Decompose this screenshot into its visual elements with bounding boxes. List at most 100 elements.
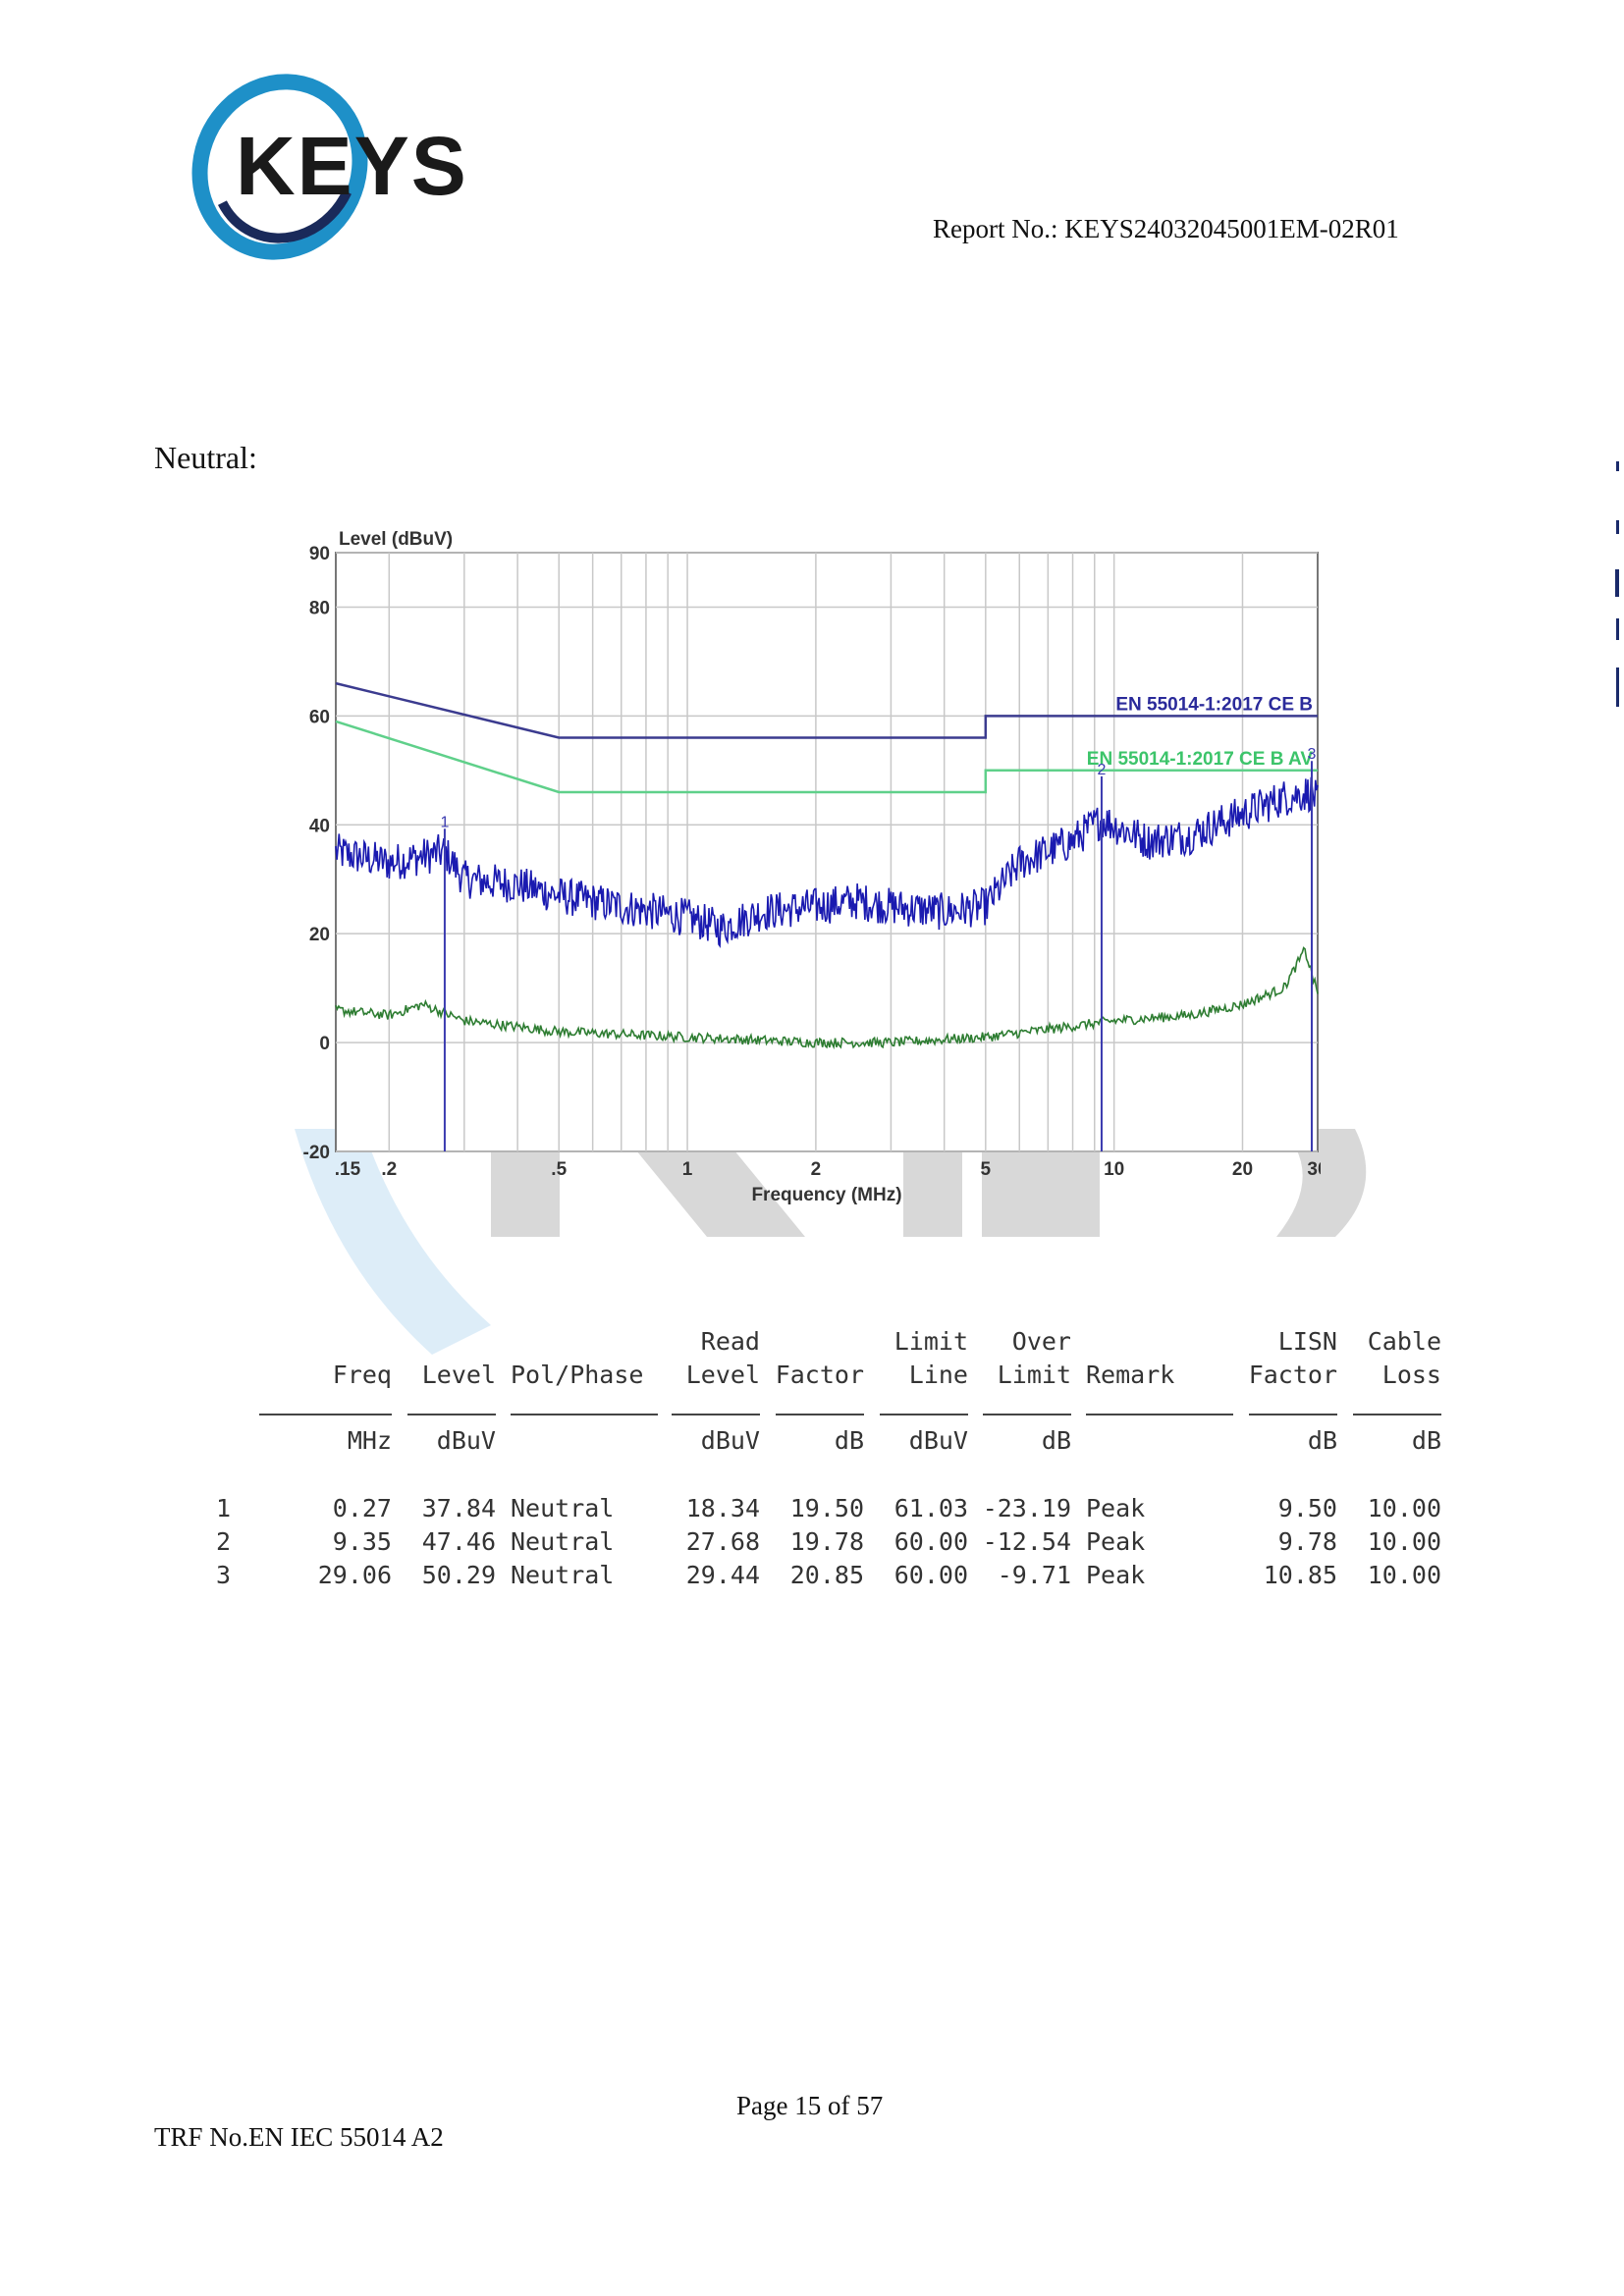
limit-line-qp-label: EN 55014-1:2017 CE B (1115, 694, 1313, 715)
column-header-top: Over (1011, 1327, 1071, 1356)
column-header: Level (685, 1361, 760, 1389)
table-cell-factor: 20.85 (789, 1561, 864, 1589)
y-tick-label: 80 (309, 598, 330, 618)
x-tick-label: 10 (1104, 1159, 1124, 1180)
column-unit: dBuV (908, 1426, 968, 1455)
y-tick-label: 90 (309, 544, 330, 564)
column-header: Pol/Phase (511, 1361, 644, 1389)
column-unit: dB (1041, 1426, 1071, 1455)
header-underline (1353, 1414, 1441, 1415)
header-underline (880, 1414, 968, 1415)
section-label: Neutral: (154, 440, 257, 475)
logo-text: KEYS (236, 120, 468, 212)
table-cell-remark: Peak (1086, 1527, 1146, 1556)
table-cell-level: 50.29 (421, 1561, 496, 1589)
x-tick-label: 5 (981, 1159, 992, 1180)
column-unit: dBuV (700, 1426, 760, 1455)
table-cell-factor: 19.78 (789, 1527, 864, 1556)
average-trace (335, 946, 1319, 1050)
table-cell-limit: 61.03 (893, 1494, 968, 1522)
header-underline (1249, 1414, 1337, 1415)
table-cell-cable: 10.00 (1367, 1494, 1441, 1522)
logo-swoosh-outer (191, 74, 368, 260)
row-index: 3 (216, 1561, 232, 1589)
header-underline (983, 1414, 1071, 1415)
column-header: Level (421, 1361, 496, 1389)
table-cell-level: 47.46 (421, 1527, 496, 1556)
table-cell-freq: 9.35 (332, 1527, 392, 1556)
table-cell-remark: Peak (1086, 1494, 1146, 1522)
logo-swoosh-inner (209, 82, 360, 243)
column-header-top: LISN (1277, 1327, 1337, 1356)
table-cell-lisn: 9.50 (1277, 1494, 1337, 1522)
table-cell-level: 37.84 (421, 1494, 496, 1522)
header-underline (1086, 1414, 1233, 1415)
table-cell-remark: Peak (1086, 1561, 1146, 1589)
table-cell-read: 27.68 (685, 1527, 760, 1556)
header-underline (511, 1414, 658, 1415)
emission-chart: 90 80 60 40 20 0 -20.15 .2 .5 1 2 5 10 20 30 Level (dBu… (290, 520, 1321, 1207)
x-tick-label: .5 (551, 1159, 567, 1180)
table-cell-pol: Neutral (511, 1527, 615, 1556)
table-cell-freq: 29.06 (317, 1561, 392, 1589)
y-tick-label: 0 (319, 1034, 330, 1054)
table-cell-pol: Neutral (511, 1561, 615, 1589)
column-header: Freq (332, 1361, 392, 1389)
column-unit: dBuV (436, 1426, 496, 1455)
header-underline (407, 1414, 496, 1415)
column-header: Limit (997, 1361, 1071, 1389)
table-cell-cable: 10.00 (1367, 1561, 1441, 1589)
table-cell-freq: 0.27 (332, 1494, 392, 1522)
keys-logo: KEYS (191, 74, 468, 260)
header-underline (672, 1414, 760, 1415)
table-cell-over: -9.71 (997, 1561, 1071, 1589)
x-tick-label: 30 (1307, 1159, 1321, 1180)
column-header-top: Limit (893, 1327, 968, 1356)
table-cell-lisn: 10.85 (1263, 1561, 1337, 1589)
x-tick-label: 2 (811, 1159, 822, 1180)
y-tick-label: 40 (309, 816, 330, 836)
trf-number: TRF No.EN IEC 55014 A2 (154, 2122, 444, 2152)
report-number: Report No.: KEYS24032045001EM-02R01 (933, 214, 1399, 243)
y-tick-label: -20 (303, 1143, 330, 1163)
peak-trace (335, 776, 1319, 949)
chart-svg: 90 80 60 40 20 0 -20.15 .2 .5 1 2 5 10 20 30 Level (dBu… (303, 529, 1321, 1205)
table-cell-read: 29.44 (685, 1561, 760, 1589)
x-tick-label: .15 (335, 1159, 361, 1180)
column-unit: dB (1307, 1426, 1337, 1455)
marker-label: 3 (1308, 746, 1317, 763)
column-header: Factor (1248, 1361, 1337, 1389)
x-tick-label: .2 (381, 1159, 397, 1180)
marker-label: 2 (1098, 762, 1107, 778)
table-cell-limit: 60.00 (893, 1527, 968, 1556)
x-axis-label: Frequency (MHz) (751, 1185, 901, 1205)
column-unit: dB (1411, 1426, 1441, 1455)
limit-line-av (335, 720, 1318, 794)
column-unit: dB (834, 1426, 864, 1455)
page-number: Page 15 of 57 (736, 2091, 884, 2120)
column-header: Remark (1086, 1361, 1175, 1389)
column-header: Loss (1381, 1361, 1441, 1389)
limit-line-qp (335, 681, 1318, 739)
row-index: 1 (216, 1494, 232, 1522)
plot-frame (335, 552, 1319, 1152)
x-tick-label: 1 (682, 1159, 693, 1180)
header-underline (776, 1414, 864, 1415)
table-cell-over: -12.54 (982, 1527, 1071, 1556)
y-tick-label: 20 (309, 925, 330, 945)
table-cell-limit: 60.00 (893, 1561, 968, 1589)
table-cell-cable: 10.00 (1367, 1527, 1441, 1556)
header-underline (259, 1414, 392, 1415)
table-cell-factor: 19.50 (789, 1494, 864, 1522)
column-unit: MHz (347, 1426, 392, 1455)
table-cell-read: 18.34 (685, 1494, 760, 1522)
table-cell-lisn: 9.78 (1277, 1527, 1337, 1556)
limit-line-av-label: EN 55014-1:2017 CE B AV (1087, 749, 1314, 770)
table-cell-pol: Neutral (511, 1494, 615, 1522)
y-axis-label: Level (dBuV) (339, 529, 453, 550)
x-tick-label: 20 (1232, 1159, 1253, 1180)
column-header-top: Cable (1367, 1327, 1441, 1356)
column-header: Factor (775, 1361, 864, 1389)
column-header: Line (908, 1361, 968, 1389)
edge-marks (1615, 461, 1619, 707)
